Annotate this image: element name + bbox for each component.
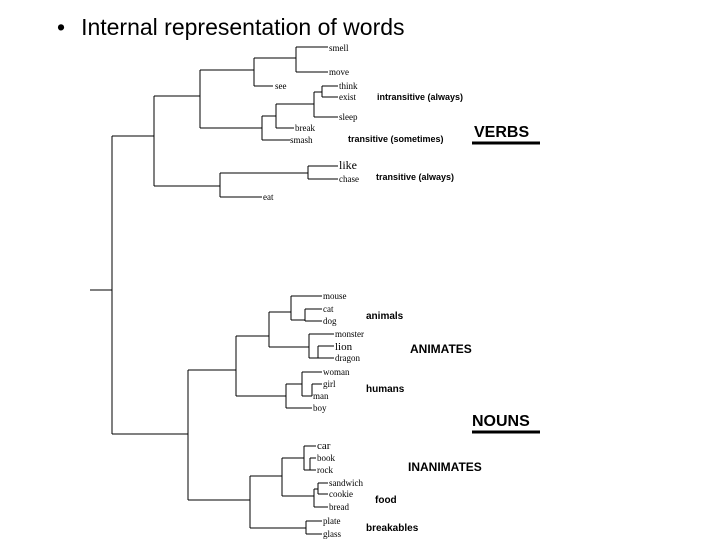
- leaf-label-woman: woman: [323, 367, 350, 377]
- leaf-label-break: break: [295, 123, 315, 133]
- dendrogram-branches: [90, 46, 540, 535]
- leaf-label-plate: plate: [323, 516, 341, 526]
- heading-nouns: NOUNS: [472, 413, 530, 430]
- leaf-label-glass: glass: [323, 529, 341, 539]
- heading-animates: ANIMATES: [410, 342, 472, 356]
- leaf-label-move: move: [329, 67, 349, 77]
- annotation-transitive-always: transitive (always): [376, 172, 454, 182]
- leaf-label-cookie: cookie: [329, 489, 353, 499]
- leaf-label-smell: smell: [329, 43, 349, 53]
- title-text: Internal representation of words: [81, 14, 405, 40]
- annotation-humans: humans: [366, 384, 405, 395]
- leaf-label-book: book: [317, 453, 336, 463]
- leaf-label-monster: monster: [335, 329, 364, 339]
- bullet-marker: •: [57, 14, 66, 40]
- leaf-label-girl: girl: [323, 379, 336, 389]
- cluster-annotations: intransitive (always) transitive (someti…: [348, 92, 530, 534]
- annotation-food: food: [375, 495, 397, 506]
- leaf-label-car: car: [317, 440, 331, 452]
- leaf-label-cat: cat: [323, 304, 334, 314]
- leaf-label-boy: boy: [313, 403, 327, 413]
- leaf-label-sleep: sleep: [339, 112, 358, 122]
- heading-inanimates: INANIMATES: [408, 460, 482, 474]
- leaf-label-dragon: dragon: [335, 353, 360, 363]
- annotation-intransitive: intransitive (always): [377, 92, 463, 102]
- leaf-label-smash: smash: [290, 135, 313, 145]
- leaf-label-man: man: [313, 391, 329, 401]
- leaf-label-eat: eat: [263, 192, 274, 202]
- leaf-label-like: like: [339, 158, 357, 172]
- leaf-label-sandwich: sandwich: [329, 478, 363, 488]
- leaf-label-see: see: [275, 81, 287, 91]
- leaf-label-think: think: [339, 81, 358, 91]
- heading-verbs: VERBS: [474, 124, 529, 141]
- slide-title: • Internal representation of words: [57, 14, 405, 41]
- leaf-label-rock: rock: [317, 465, 333, 475]
- leaf-label-lion: lion: [335, 341, 353, 353]
- annotation-animals: animals: [366, 311, 404, 322]
- annotation-breakables: breakables: [366, 523, 419, 534]
- leaf-labels: smell move see think exist sleep break s…: [263, 43, 364, 539]
- leaf-label-bread: bread: [329, 502, 349, 512]
- leaf-label-dog: dog: [323, 316, 337, 326]
- leaf-label-chase: chase: [339, 174, 359, 184]
- annotation-transitive-sometimes: transitive (sometimes): [348, 134, 444, 144]
- leaf-label-mouse: mouse: [323, 291, 347, 301]
- leaf-label-exist: exist: [339, 92, 356, 102]
